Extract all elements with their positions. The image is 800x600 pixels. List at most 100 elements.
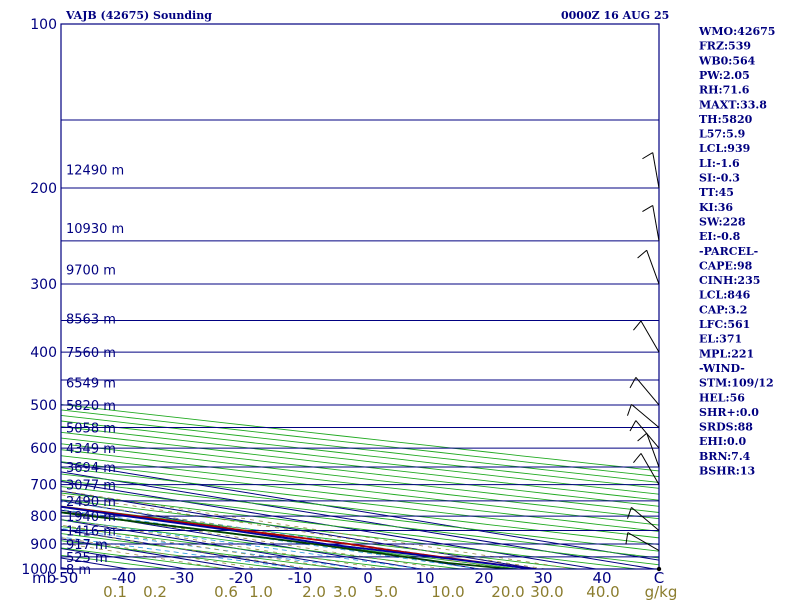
height-label: 7560 m — [66, 346, 116, 361]
temperature-tick: 40 — [592, 569, 611, 587]
pressure-tick: 1000 — [21, 562, 57, 578]
dry-adiabat — [61, 505, 582, 569]
pressure-tick: 800 — [30, 509, 57, 525]
index-item: LCL:939 — [699, 142, 750, 155]
moist-adiabat — [61, 518, 421, 569]
index-item: -PARCEL- — [699, 245, 758, 258]
height-label: 1940 m — [66, 510, 116, 525]
temperature-tick: C — [654, 569, 664, 587]
temperature-tick: 20 — [474, 569, 493, 587]
moist-adiabat — [61, 501, 526, 569]
wind-barb-staff — [631, 403, 660, 428]
mixing-ratio-tick: 1.0 — [249, 583, 273, 600]
pressure-tick: 400 — [30, 345, 57, 361]
temperature-tick: -10 — [288, 569, 313, 587]
wind-barb-staff — [646, 433, 660, 468]
wind-barb-staff — [631, 507, 660, 531]
index-item: HEL:56 — [699, 391, 745, 404]
temperature-tick: 10 — [415, 569, 434, 587]
dry-adiabat — [61, 519, 465, 569]
index-item: CAP:3.2 — [699, 303, 747, 316]
index-item: MAXT:33.8 — [699, 98, 767, 111]
mixing-ratio-tick: 5.0 — [374, 583, 398, 600]
plot-frame — [60, 23, 660, 570]
dry-adiabat — [61, 526, 406, 569]
parcel-trace — [61, 505, 537, 569]
height-label: 4349 m — [66, 442, 116, 457]
wind-barb-staff — [640, 320, 660, 353]
dry-adiabat — [61, 431, 659, 501]
temperature-tick: -30 — [170, 569, 195, 587]
pressure-tick: 700 — [30, 478, 57, 494]
chart-title: VAJB (42675) Sounding — [65, 9, 212, 22]
height-label: 2490 m — [66, 495, 116, 510]
height-label: 5820 m — [66, 399, 116, 414]
unit-mb: mb — [32, 569, 56, 587]
index-item: STM:109/12 — [699, 377, 774, 390]
sounding-traces — [61, 505, 537, 569]
temperature-tick: 0 — [363, 569, 373, 587]
wind-barb-flag — [633, 320, 642, 331]
height-label: 6549 m — [66, 377, 116, 392]
wind-barb-staff — [635, 377, 660, 406]
wind-barb-flag — [626, 404, 632, 416]
temperature-tick: -40 — [112, 569, 137, 587]
chart-timestamp: 0000Z 16 AUG 25 — [561, 9, 669, 22]
height-label: 12490 m — [66, 164, 124, 179]
dry-adiabat — [61, 426, 659, 495]
index-item: L57:5.9 — [699, 128, 745, 141]
mixing-ratio-tick: 0.1 — [103, 583, 127, 600]
wind-barb-flag — [626, 507, 632, 519]
pressure-tick: 500 — [30, 398, 57, 414]
index-item: EI:-0.8 — [699, 230, 741, 243]
mixing-ratio-tick: 3.0 — [333, 583, 357, 600]
wind-barb-flag — [642, 204, 654, 212]
wind-barb-staff — [652, 152, 660, 189]
height-label: 525 m — [66, 551, 108, 566]
index-item: LCL:846 — [699, 289, 751, 302]
index-item: TH:5820 — [699, 113, 753, 126]
index-item: KI:36 — [699, 201, 733, 214]
wind-barb-staff — [640, 453, 660, 485]
index-item: BSHR:13 — [699, 465, 755, 478]
wind-barb-flag — [629, 377, 637, 389]
pressure-tick: 900 — [30, 537, 57, 553]
index-item: PW:2.05 — [699, 69, 750, 82]
index-item: MPL:221 — [699, 347, 754, 360]
wind-barb-flag — [637, 249, 648, 259]
pressure-tick: 300 — [30, 277, 57, 293]
mixing-ratio-tick: 40.0 — [586, 583, 619, 600]
dry-adiabat — [61, 409, 659, 478]
index-item: LFC:561 — [699, 318, 750, 331]
pressure-tick: 600 — [30, 441, 57, 457]
height-label: 8563 m — [66, 312, 116, 327]
height-label: 9700 m — [66, 263, 116, 278]
dry-adiabat — [61, 486, 659, 559]
index-item: CAPE:98 — [699, 259, 753, 272]
wind-barb-flag — [637, 432, 648, 442]
dry-adiabat — [61, 420, 659, 489]
height-label: 1416 m — [66, 525, 116, 540]
height-label: 8 m — [66, 563, 91, 578]
wind-barb-flag — [629, 420, 637, 432]
dry-adiabat — [61, 414, 659, 483]
dry-adiabat — [61, 404, 659, 472]
dry-adiabat — [61, 540, 289, 569]
index-item: CINH:235 — [699, 274, 760, 287]
wind-barb-calm — [656, 566, 662, 572]
temperature-trace — [61, 505, 537, 569]
wind-barb-flag — [633, 453, 642, 464]
dry-adiabat — [61, 473, 659, 545]
dewpoint-trace — [61, 511, 513, 569]
height-label: 3077 m — [66, 479, 116, 494]
height-label: 917 m — [66, 538, 108, 553]
index-item: WB0:564 — [698, 54, 756, 67]
wind-barb-flag — [625, 532, 629, 545]
pressure-tick: 200 — [30, 181, 57, 197]
height-label: 3694 m — [66, 461, 116, 476]
moist-adiabat — [61, 528, 363, 569]
wind-barb-staff — [627, 532, 660, 551]
